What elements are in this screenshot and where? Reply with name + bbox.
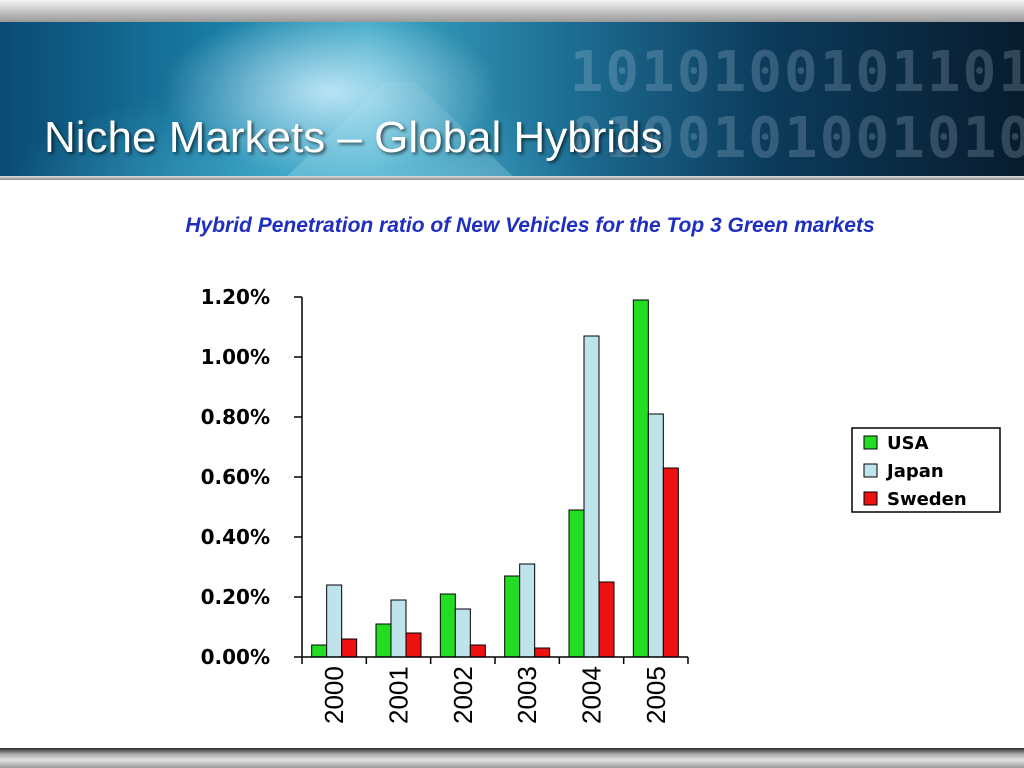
y-tick-label: 0.00% xyxy=(201,645,270,669)
bar-japan-2004 xyxy=(583,335,600,658)
chart-title: Hybrid Penetration ratio of New Vehicles… xyxy=(185,214,875,237)
y-tick-label: 1.20% xyxy=(201,285,270,309)
bar-sweden-2004 xyxy=(598,581,615,658)
bar-sweden-2000 xyxy=(341,638,358,658)
legend-label-japan: Japan xyxy=(885,461,944,482)
x-tick-label-2004: 2004 xyxy=(577,666,607,724)
header-binary-line-2: 0100101001010 xyxy=(569,106,1024,171)
x-tick-label-2003: 2003 xyxy=(512,666,542,724)
bar-chart: 0.00% 0.20% 0.40% 0.60% 0.80% 1.00% 1.20% 2000 2… xyxy=(201,285,1001,724)
x-tick-label-2000: 2000 xyxy=(319,666,349,724)
header-binary-graphic: 1010100101101 0100101001010 xyxy=(570,40,1024,172)
bar-usa-2004 xyxy=(568,509,585,658)
legend-swatch-japan xyxy=(863,463,878,478)
bar-usa-2002 xyxy=(439,593,456,658)
bar-japan-2003 xyxy=(519,563,536,658)
y-tick-label: 0.40% xyxy=(201,525,270,549)
bar-sweden-2005 xyxy=(662,467,679,658)
bar-usa-2005 xyxy=(632,299,649,658)
legend-swatch-usa xyxy=(863,435,878,450)
legend-label-sweden: Sweden xyxy=(887,489,967,510)
top-border-strip xyxy=(0,0,1024,22)
slide-header-banner: 1010100101101 0100101001010 xyxy=(0,22,1024,178)
slide-title: Niche Markets – Global Hybrids xyxy=(44,113,663,162)
bar-usa-2000 xyxy=(311,644,328,658)
y-tick-label: 0.60% xyxy=(201,465,270,489)
x-tick-label-2002: 2002 xyxy=(448,666,478,724)
header-binary-line-1: 1010100101101 xyxy=(569,40,1024,105)
x-tick-label-2005: 2005 xyxy=(641,666,671,724)
y-tick-label: 0.80% xyxy=(201,405,270,429)
bar-japan-2002 xyxy=(454,608,471,658)
bar-japan-2005 xyxy=(647,413,664,658)
bar-sweden-2002 xyxy=(469,644,486,658)
y-tick-label: 1.00% xyxy=(201,345,270,369)
bar-sweden-2001 xyxy=(405,632,422,658)
bar-japan-2000 xyxy=(326,584,343,658)
bar-usa-2001 xyxy=(375,623,392,658)
bottom-border-strip xyxy=(0,748,1024,768)
x-tick-label-2001: 2001 xyxy=(384,666,414,724)
bar-sweden-2003 xyxy=(534,647,551,658)
legend-swatch-sweden xyxy=(863,491,878,506)
bar-japan-2001 xyxy=(390,599,407,658)
legend-label-usa: USA xyxy=(887,433,929,454)
y-tick-label: 0.20% xyxy=(201,585,270,609)
bar-usa-2003 xyxy=(504,575,521,658)
header-divider xyxy=(0,176,1024,180)
